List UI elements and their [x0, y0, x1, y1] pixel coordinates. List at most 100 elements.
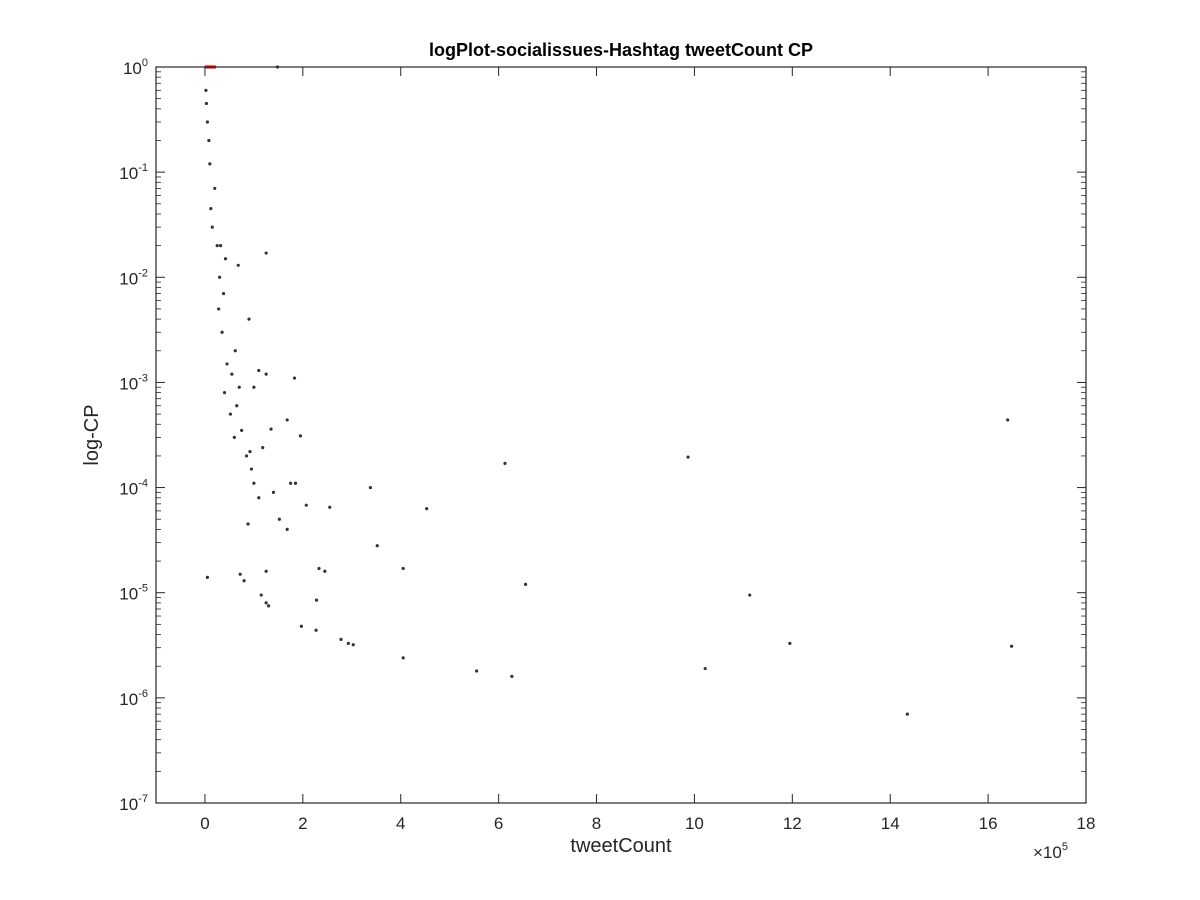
data-point — [218, 275, 222, 279]
data-point — [223, 257, 228, 261]
data-point — [207, 138, 211, 143]
y-tick-label-base: 10 — [123, 59, 142, 78]
y-tick-label: 10-7 — [119, 793, 148, 814]
x-tick-label: 6 — [494, 814, 503, 833]
data-point — [204, 88, 208, 92]
data-point — [1010, 644, 1014, 648]
data-point — [244, 454, 249, 458]
y-axis-label: log-CP — [81, 404, 103, 465]
y-tick-label: 10-3 — [119, 372, 148, 393]
data-point — [346, 641, 350, 645]
y-tick-label-exponent: -1 — [138, 162, 148, 174]
data-point — [314, 628, 318, 632]
x-axis-multiplier-exponent: 5 — [1062, 841, 1068, 853]
data-point — [246, 522, 250, 526]
y-tick-label-base: 10 — [119, 374, 138, 393]
x-tick-label: 2 — [298, 814, 307, 833]
data-point — [219, 244, 223, 248]
data-point — [249, 467, 254, 471]
y-tick-label-exponent: -5 — [138, 583, 148, 595]
data-point — [233, 349, 237, 353]
y-tick-label-base: 10 — [119, 480, 138, 499]
data-point — [285, 418, 289, 422]
data-point — [510, 674, 514, 678]
data-point — [339, 637, 343, 641]
data-point — [375, 544, 379, 548]
data-point — [210, 225, 214, 229]
data-point — [1006, 418, 1010, 422]
y-tick-label-base: 10 — [119, 269, 138, 288]
data-point — [748, 593, 752, 597]
data-point — [208, 162, 212, 166]
data-point — [225, 362, 229, 366]
data-point — [686, 455, 690, 459]
y-tick-label-base: 10 — [119, 164, 138, 183]
data-point — [266, 604, 271, 608]
plot-frame — [155, 66, 1087, 804]
data-point — [236, 263, 240, 267]
data-point — [248, 449, 252, 454]
data-point — [368, 485, 372, 490]
x-tick-label: 16 — [979, 814, 998, 833]
x-tick-label: 14 — [881, 814, 900, 833]
y-tick-label: 100 — [123, 57, 148, 78]
data-point — [264, 372, 268, 376]
data-point — [277, 517, 281, 521]
y-tick-label-exponent: -7 — [138, 793, 148, 805]
data-point — [323, 569, 327, 573]
data-point — [217, 307, 221, 311]
data-point — [298, 434, 302, 438]
y-tick-label-exponent: -6 — [138, 688, 148, 700]
x-tick-label: 4 — [396, 814, 405, 833]
data-point — [242, 579, 246, 583]
x-tick-label: 18 — [1077, 814, 1096, 833]
data-point — [299, 624, 303, 628]
x-tick-label: 0 — [200, 814, 209, 833]
data-point — [264, 601, 268, 605]
data-point — [905, 712, 909, 716]
data-point — [240, 428, 244, 432]
data-point — [285, 527, 289, 532]
data-point — [788, 641, 792, 645]
data-point — [289, 481, 293, 485]
y-tick-label-base: 10 — [119, 585, 138, 604]
y-tick-label-base: 10 — [119, 690, 138, 709]
data-point — [328, 505, 332, 509]
data-points — [204, 65, 1014, 716]
plot-area — [156, 67, 1086, 803]
data-point — [205, 575, 209, 579]
data-point — [257, 496, 261, 500]
y-tick-label-exponent: -4 — [138, 478, 148, 490]
data-point — [205, 120, 209, 124]
x-axis-label: tweetCount — [570, 835, 672, 857]
y-tick-label: 10-6 — [119, 688, 148, 709]
data-point — [401, 566, 405, 571]
data-point — [304, 503, 308, 507]
data-point — [220, 330, 224, 334]
data-point — [351, 643, 355, 647]
data-point — [314, 598, 319, 602]
data-point — [235, 404, 239, 408]
y-tick-label-exponent: -3 — [138, 372, 148, 384]
x-tick-label: 10 — [685, 814, 704, 833]
data-point — [293, 481, 298, 485]
data-point — [503, 461, 507, 465]
data-point — [425, 507, 429, 511]
x-axis-multiplier: ×105 — [1033, 841, 1068, 862]
data-point — [252, 385, 256, 389]
data-point — [259, 593, 263, 597]
data-point — [264, 569, 268, 573]
data-point — [264, 251, 268, 255]
data-point — [232, 435, 236, 440]
data-point — [228, 412, 232, 416]
data-point — [475, 669, 479, 673]
x-tick-label: 12 — [783, 814, 802, 833]
data-point — [269, 427, 273, 431]
data-point — [247, 317, 251, 321]
chart-title: logPlot-socialissues-Hashtag tweetCount … — [429, 40, 813, 60]
y-tick-label: 10-4 — [119, 478, 148, 499]
y-tick-label: 10-2 — [119, 267, 148, 288]
data-point — [703, 666, 707, 671]
data-point — [292, 376, 297, 380]
data-point — [252, 481, 256, 485]
